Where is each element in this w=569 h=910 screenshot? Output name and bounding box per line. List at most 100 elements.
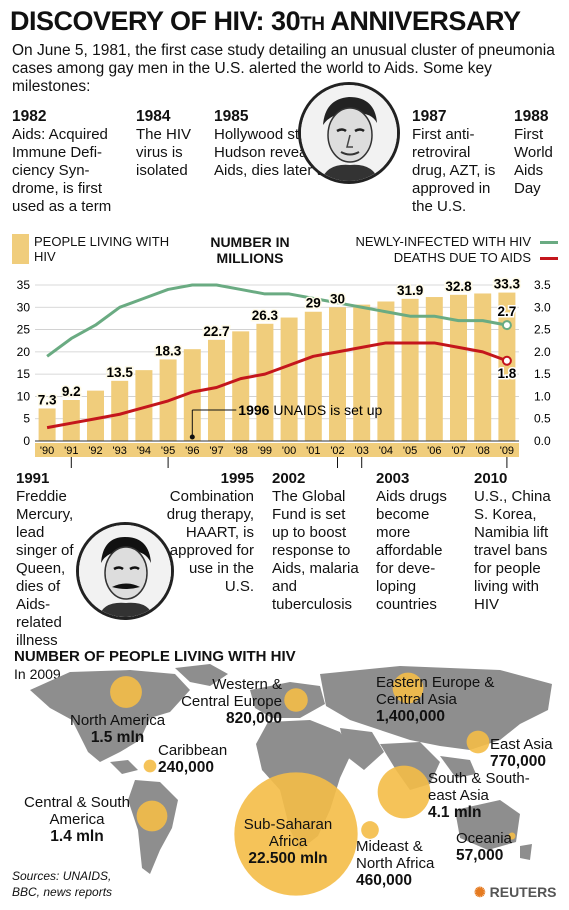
region-central-south-america: Central & South America 1.4 mln [24,794,130,845]
y-tick-right: 2.0 [534,345,551,359]
y-tick-right: 3.5 [534,278,551,292]
reuters-logo: ✺ REUTERS [474,884,557,900]
bar [87,390,104,441]
map-subtitle: In 2009 [14,666,61,682]
x-tick-label: '99 [258,445,272,457]
x-tick-label: '06 [427,445,441,457]
region-mideast-north-africa: Mideast & North Africa 460,000 [356,838,435,889]
bubble-mideast-north-africa [361,821,379,839]
x-tick-label: '94 [137,445,151,457]
bar-value-label: 7.3 [38,392,57,407]
freddie-mercury-portrait [76,522,174,620]
x-tick-label: '01 [306,445,320,457]
annotation-label: 1996 UNAIDS is set up [238,402,382,418]
x-tick-label: '03 [355,445,369,457]
world-map [30,664,552,896]
bubble-sub-saharan-africa [234,772,358,896]
x-tick-label: '09 [500,445,514,457]
bar-value-label: 18.3 [155,343,182,358]
bar [256,323,274,441]
legend-deaths-swatch [540,257,558,260]
rock-hudson-portrait [298,82,400,184]
event-2002: 2002 The Global Fund is set up to boost r… [272,470,359,613]
region-south-southeast-asia: South & South-east Asia 4.1 mln [428,770,530,821]
bar-value-label: 13.5 [107,365,134,380]
x-tick-label: '90 [40,445,54,457]
legend-bar-swatch [12,234,29,264]
annotation-dot [189,434,195,440]
y-tick-left: 15 [17,367,31,381]
sources-text: Sources: UNAIDS, BBC, news reports [12,869,113,899]
bar-value-label: 32.8 [445,279,472,294]
milestone-1987: 1987 First anti- retroviral drug, AZT, is… [412,108,496,215]
y-tick-left: 25 [17,323,31,337]
bar [208,339,225,441]
bar [232,331,250,441]
hiv-bubbles [110,672,516,896]
bubble-western-central-europe [284,688,308,712]
event-1995: 1995 Combination drug therapy, HAART, is … [166,470,254,595]
region-eastern-europe-central-asia: Eastern Europe & Central Asia 1,400,000 [376,674,495,725]
bar [377,301,395,441]
y-tick-right: 1.5 [534,367,551,381]
bubble-oceania [508,832,516,840]
bar-value-label: 9.2 [62,384,81,399]
bar [498,292,516,441]
x-tick-label: '97 [209,445,223,457]
reuters-dots-icon: ✺ [474,884,490,900]
x-tick-label: '04 [379,445,393,457]
map-title: NUMBER OF PEOPLE LIVING WITH HIV [14,648,296,665]
bar-value-label: 26.3 [252,308,279,323]
x-tick-label: '05 [403,445,417,457]
bar [401,298,419,441]
hiv-chart: 0 0.0 5 0.5 10 1.0 15 1.5 20 2.0 25 2.5 30 3.0 35 3.5 '9… [17,275,551,468]
line-end-label: 2.7 [498,304,517,319]
bar [329,307,346,441]
bar-value-label: 31.9 [397,283,423,298]
x-tick-label: '93 [113,445,127,457]
bar [183,349,201,441]
region-north-america: North America 1.5 mln [70,712,166,746]
bubble-central-south-america [136,800,168,832]
y-tick-left: 20 [17,345,31,359]
x-tick-label: '08 [476,445,490,457]
bubble-north-america [110,676,142,708]
bar-value-label: 29 [306,296,321,311]
milestone-1982: 1982 Aids: Acquired Immune Defi- ciency S… [12,108,112,215]
intro-text: On June 5, 1981, the first case study de… [12,42,555,95]
x-tick-label: '92 [88,445,102,457]
line-end-label: 1.8 [498,366,517,381]
milestone-1984: 1984 The HIV virus is isolated [136,108,192,179]
y-tick-left: 5 [23,412,30,426]
bar [135,370,153,441]
bubble-eastern-europe-central-asia [392,672,424,704]
region-western-central-europe: Western & Central Europe 820,000 [181,676,282,727]
y-tick-right: 1.0 [534,389,551,403]
newly-infected-line [46,283,508,358]
bar [450,294,467,441]
x-tick-label: '91 [64,445,78,457]
legend-newly-infected-swatch [540,241,558,244]
y-tick-right: 0.0 [534,434,551,448]
event-2003: 2003 Aids drugs become more affordable fo… [376,470,447,613]
line-end-marker [501,355,512,366]
x-tick-label: '96 [185,445,199,457]
bar [425,297,443,441]
bar [353,304,371,441]
y-tick-left: 30 [17,300,31,314]
y-tick-left: 0 [23,434,30,448]
bar [111,380,129,441]
y-tick-left: 10 [17,389,31,403]
x-tick-strip [35,443,519,457]
bubble-caribbean [143,759,157,773]
bar-value-label: 22.7 [203,324,229,339]
region-east-asia: East Asia 770,000 [490,736,553,770]
bar [280,317,298,441]
deaths-line [46,341,508,430]
region-sub-saharan-africa: Sub-Saharan Africa 22.500 mln [243,816,333,867]
x-tick-label: '07 [451,445,465,457]
y-tick-right: 2.5 [534,323,551,337]
legend-newly-infected-label: NEWLY-INFECTED WITH HIV [355,234,531,249]
bubble-south-south-east-asia [377,765,431,819]
bar-value-label: 33.3 [494,277,521,292]
